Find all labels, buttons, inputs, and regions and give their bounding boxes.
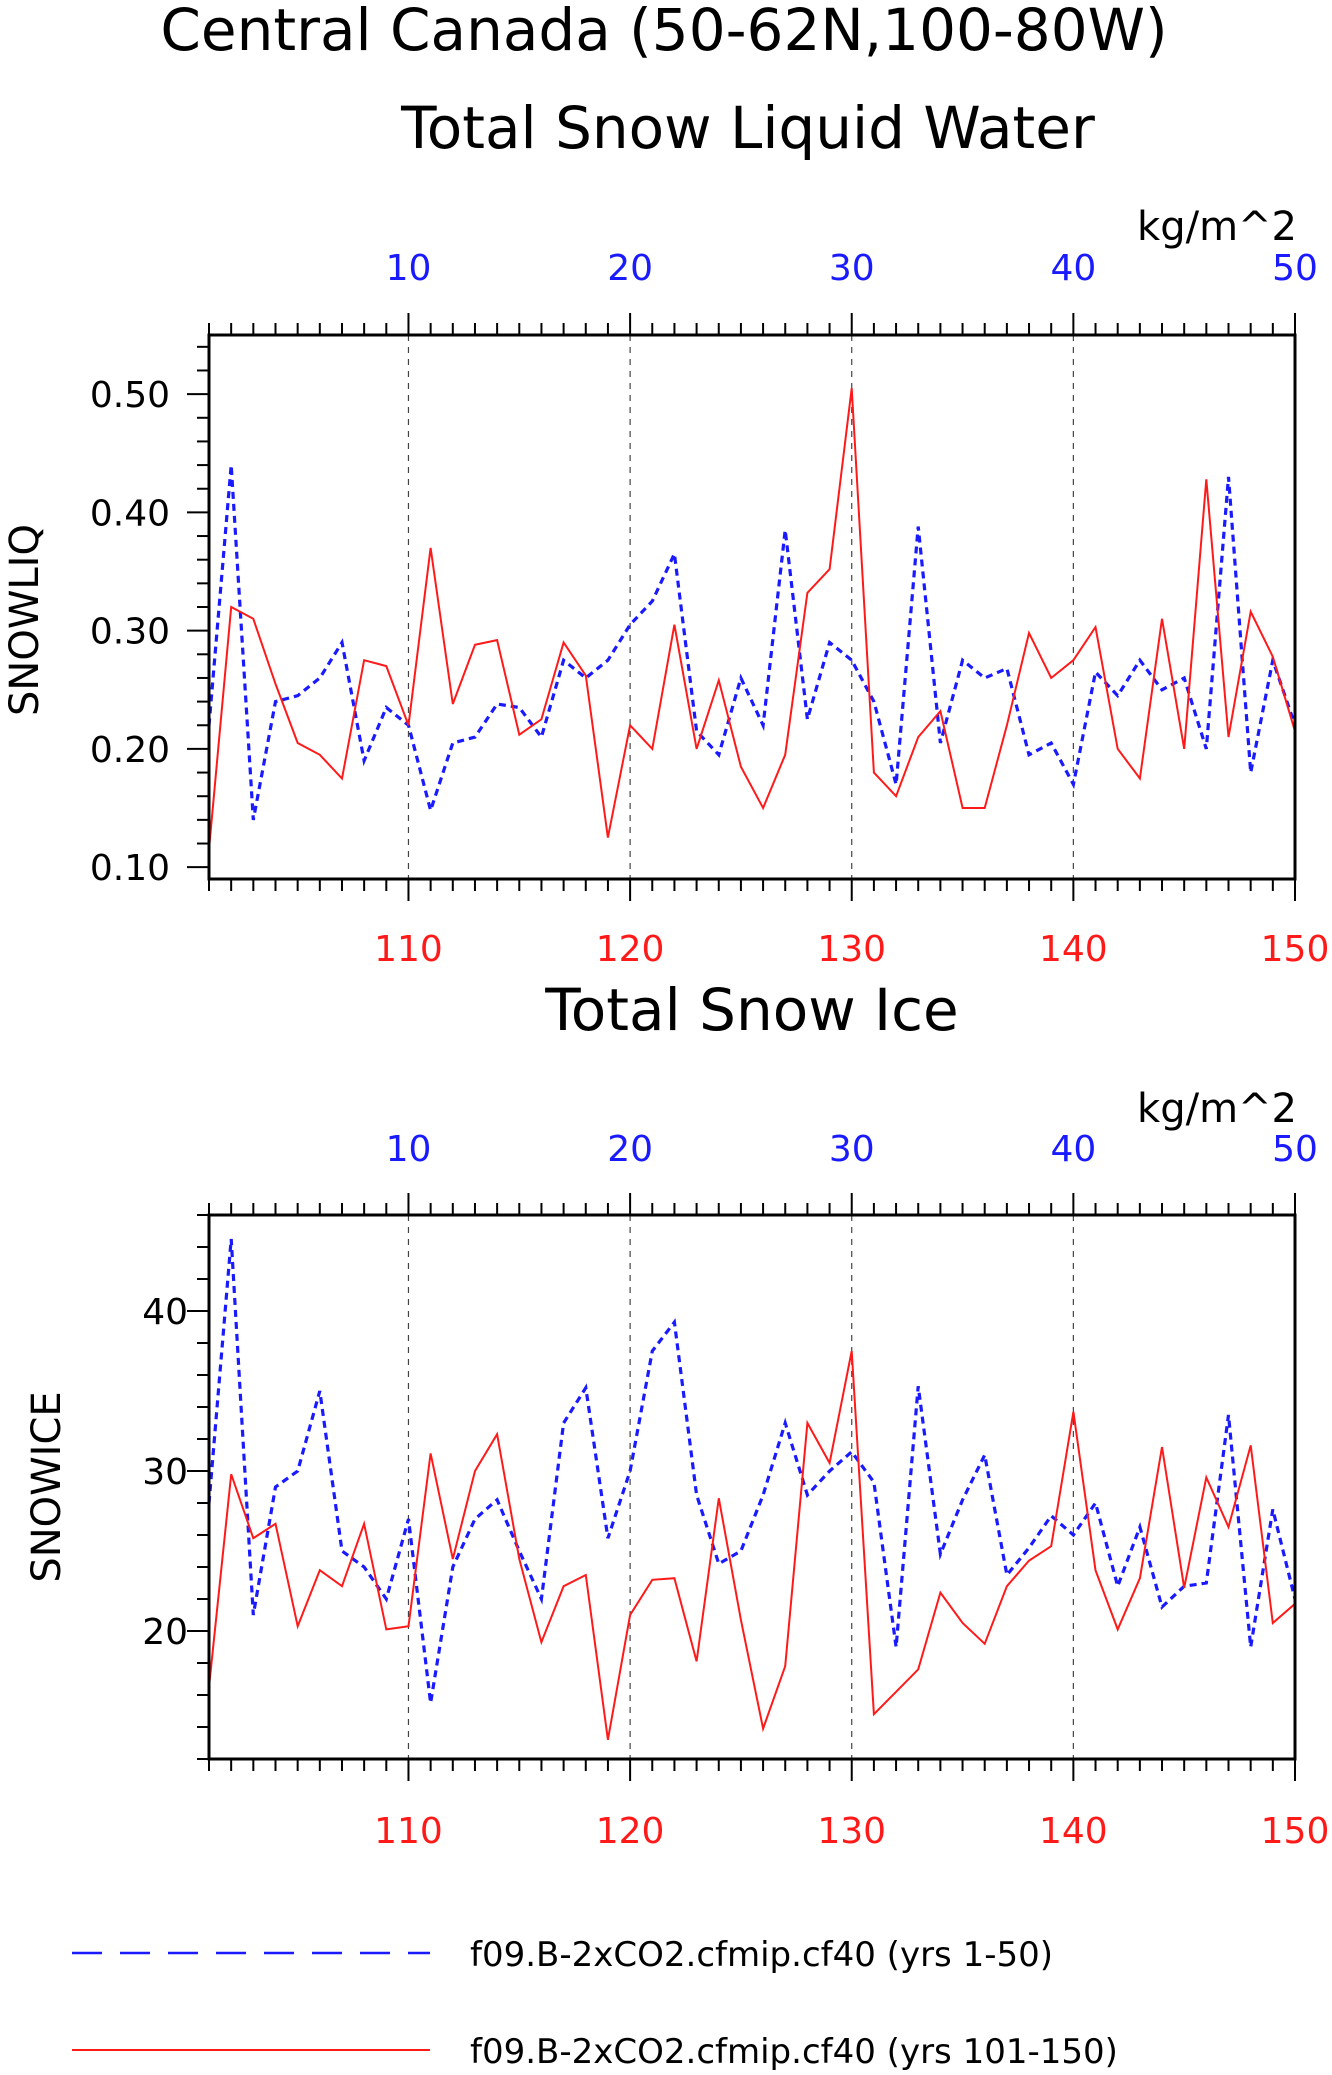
bottom-tick-label: 120 (596, 1811, 665, 1852)
top-tick-label: 10 (386, 248, 432, 289)
y-tick-label: 30 (142, 1452, 188, 1493)
bottom-tick-label: 110 (374, 1811, 443, 1852)
plot-frame (207, 1213, 1297, 1761)
panel-2-ylabel: SNOWICE (24, 1391, 70, 1582)
panel-2-plot: 20 30 40 10 20 30 40 50 110 120 130 140 150 (142, 1129, 1329, 1852)
plot-frame (207, 333, 1297, 881)
bottom-tick-label: 140 (1039, 1811, 1108, 1852)
y-tick-label: 0.50 (90, 375, 170, 416)
series-line-yrs-101-150 (209, 1350, 1295, 1740)
series-line-yrs-1-50 (209, 1238, 1295, 1704)
y-tick-label: 0.10 (90, 848, 170, 889)
panel-1-units: kg/m^2 (1137, 204, 1297, 250)
panel-2-title: Total Snow Ice (544, 976, 959, 1044)
panel-1-plot: 0.10 0.20 0.30 0.40 0.50 10 20 30 40 50 110 120 130 1… (90, 248, 1330, 970)
y-tick-label: 40 (142, 1292, 188, 1333)
top-tick-label: 30 (829, 1129, 875, 1170)
top-tick-label: 50 (1272, 1129, 1318, 1170)
legend-label-red: f09.B-2xCO2.cfmip.cf40 (yrs 101-150) (470, 2032, 1118, 2072)
bottom-tick-label: 130 (817, 1811, 886, 1852)
panel-1-title: Total Snow Liquid Water (400, 94, 1095, 162)
legend-label-blue: f09.B-2xCO2.cfmip.cf40 (yrs 1-50) (470, 1935, 1053, 1975)
bottom-tick-label: 120 (596, 929, 665, 970)
top-tick-label: 10 (386, 1129, 432, 1170)
bottom-tick-label: 150 (1261, 929, 1330, 970)
y-tick-label: 20 (142, 1612, 188, 1653)
series-line-yrs-101-150 (209, 388, 1295, 850)
bottom-tick-label: 110 (374, 929, 443, 970)
bottom-tick-label: 150 (1261, 1811, 1330, 1852)
y-tick-label: 0.20 (90, 730, 170, 771)
top-tick-label: 30 (829, 248, 875, 289)
legend: f09.B-2xCO2.cfmip.cf40 (yrs 1-50) f09.B-… (72, 1935, 1118, 2072)
top-tick-label: 40 (1050, 248, 1096, 289)
y-tick-label: 0.40 (90, 493, 170, 534)
figure-title: Central Canada (50-62N,100-80W) (160, 0, 1167, 64)
top-tick-label: 40 (1050, 1129, 1096, 1170)
panel-2-units: kg/m^2 (1137, 1086, 1297, 1132)
y-tick-label: 0.30 (90, 612, 170, 653)
top-tick-label: 20 (607, 1129, 653, 1170)
top-tick-label: 20 (607, 248, 653, 289)
bottom-tick-label: 140 (1039, 929, 1108, 970)
series-line-yrs-1-50 (209, 464, 1295, 821)
top-tick-label: 50 (1272, 248, 1318, 289)
bottom-tick-label: 130 (817, 929, 886, 970)
panel-1-ylabel: SNOWLIQ (2, 524, 48, 716)
